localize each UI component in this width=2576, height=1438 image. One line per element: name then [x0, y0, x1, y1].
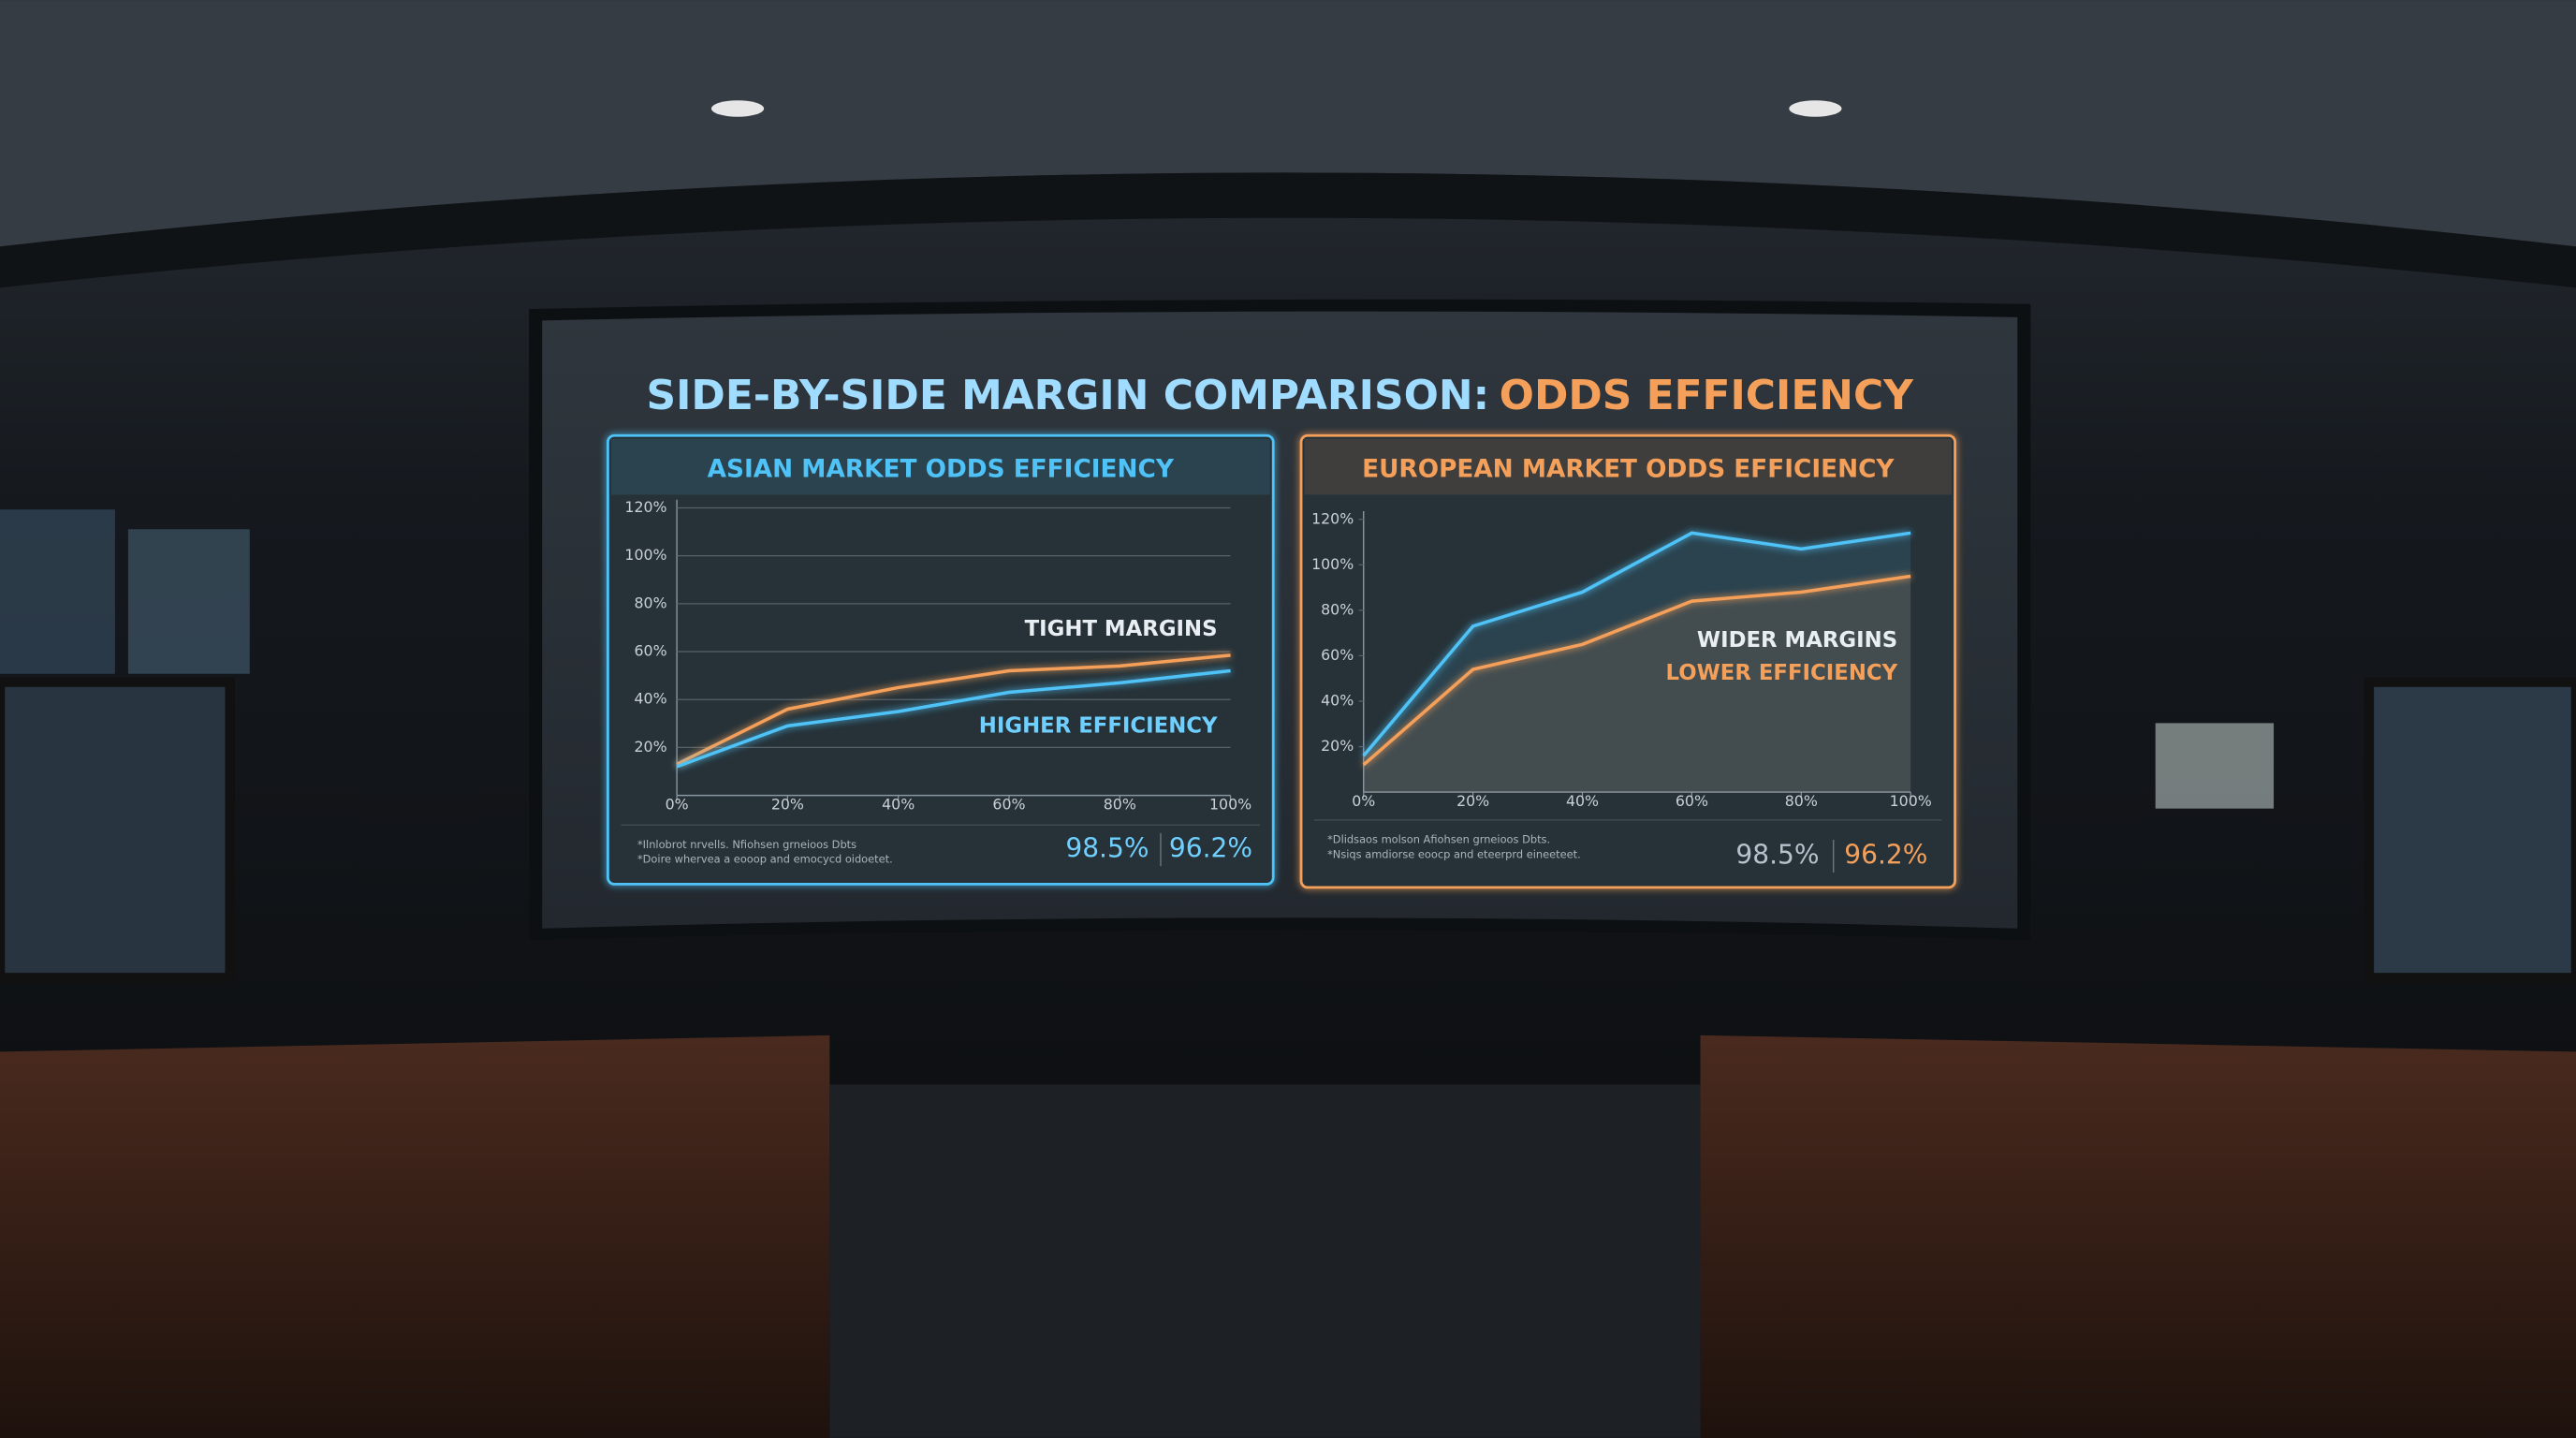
desk — [1700, 1034, 2576, 1438]
ceiling-edge — [0, 172, 2576, 288]
series-line — [676, 653, 1231, 766]
annotation: HIGHER EFFICIENCY — [979, 713, 1218, 738]
chart-panel: ASIAN MARKET ODDS EFFICIENCY 20% 40% 60% 80%… — [606, 433, 1275, 886]
footnote: *Nsiqs amdiorse eoocp and eteerprd einee… — [1327, 847, 1581, 860]
footnote: *Doire whervea a eooop and emocycd oidoe… — [637, 853, 893, 866]
title-accent: ODDS EFFICIENCY — [1500, 372, 1915, 419]
screen-title: SIDE-BY-SIDE MARGIN COMPARISON: ODDS EFFI… — [647, 372, 1915, 419]
footnote: *Ilnlobrot nrvells. Nfiohsen grneioos Db… — [637, 838, 856, 851]
footnote: *Dlidsaos molson Afiohsen grneioos Dbts. — [1327, 832, 1550, 845]
chart-panel: EUROPEAN MARKET ODDS EFFICIENCY 20% 40% 60%… — [1299, 433, 1956, 889]
y-tick-label: 40% — [1321, 691, 1354, 709]
side-monitor — [0, 677, 235, 983]
annotation: LOWER EFFICIENCY — [1666, 661, 1898, 685]
annotation: WIDER MARGINS — [1697, 628, 1897, 653]
panel-header — [610, 438, 1270, 495]
x-tick-label: 20% — [771, 796, 804, 814]
side-monitor — [2364, 677, 2576, 983]
ceiling — [0, 0, 2576, 247]
x-tick-label: 60% — [1676, 792, 1708, 810]
series-area — [1363, 533, 1911, 793]
chart-title: EUROPEAN MARKET ODDS EFFICIENCY — [1362, 456, 1895, 484]
series-line — [1362, 531, 1911, 757]
side-monitor — [127, 529, 250, 674]
y-tick-label: 40% — [634, 690, 666, 708]
x-tick-label: 0% — [1352, 792, 1375, 810]
y-tick-label: 20% — [634, 738, 666, 756]
x-tick-label: 40% — [1566, 792, 1599, 810]
x-tick-label: 0% — [666, 796, 689, 814]
stat-value: 96.2% — [1844, 840, 1927, 871]
y-tick-label: 60% — [1321, 646, 1354, 664]
side-monitor — [0, 509, 115, 674]
y-tick-label: 80% — [634, 594, 666, 611]
stat-value: 98.5% — [1065, 833, 1149, 864]
series-area — [1363, 576, 1911, 793]
y-tick-label: 120% — [1311, 509, 1354, 527]
y-tick-label: 100% — [1311, 555, 1354, 573]
x-tick-label: 60% — [992, 796, 1025, 814]
ceiling-light — [710, 100, 765, 117]
series-line — [1362, 574, 1911, 767]
stat-value: 98.5% — [1735, 840, 1819, 871]
y-tick-label: 60% — [634, 642, 666, 660]
series-line — [676, 668, 1231, 769]
stat-value: 96.2% — [1169, 833, 1252, 864]
ceiling-light — [1789, 100, 1842, 117]
panel-header — [1304, 438, 1953, 495]
panel-frame — [606, 433, 1275, 886]
x-tick-label: 20% — [1456, 792, 1489, 810]
y-tick-label: 100% — [624, 546, 666, 564]
y-tick-label: 120% — [624, 498, 666, 516]
x-tick-label: 40% — [882, 796, 915, 814]
title-main: SIDE-BY-SIDE MARGIN COMPARISON: — [647, 372, 1490, 419]
y-tick-label: 20% — [1321, 737, 1354, 755]
chart-title: ASIAN MARKET ODDS EFFICIENCY — [708, 456, 1175, 484]
x-tick-label: 100% — [1209, 796, 1251, 814]
x-tick-label: 80% — [1785, 792, 1818, 810]
annotation: TIGHT MARGINS — [1025, 617, 1218, 641]
floor — [829, 1084, 1701, 1438]
desk — [0, 1034, 830, 1438]
side-monitor — [2155, 723, 2275, 809]
y-tick-label: 80% — [1321, 600, 1354, 618]
x-tick-label: 80% — [1104, 796, 1136, 814]
x-tick-label: 100% — [1890, 792, 1932, 810]
